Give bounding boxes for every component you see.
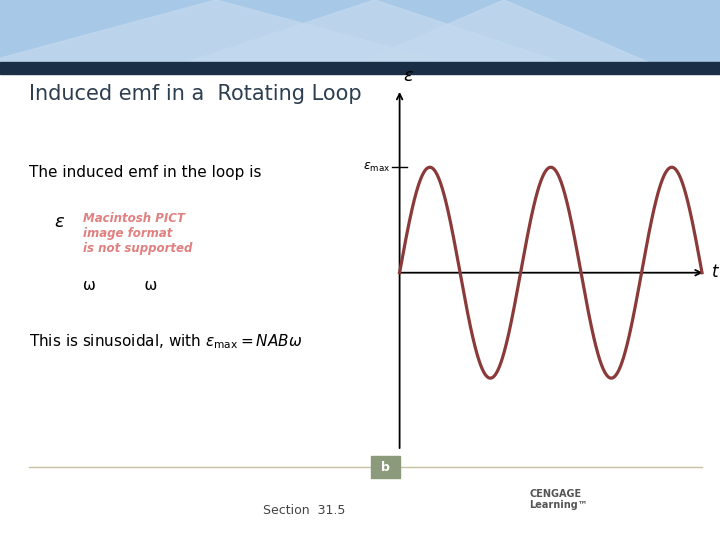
Text: This is sinusoidal, with $\varepsilon_{\mathrm{max}}$$ = NAB\omega$: This is sinusoidal, with $\varepsilon_{\…	[29, 332, 302, 351]
Text: Macintosh PICT
image format
is not supported: Macintosh PICT image format is not suppo…	[83, 212, 192, 255]
Text: $\varepsilon$: $\varepsilon$	[54, 213, 65, 231]
Text: The induced emf in the loop is: The induced emf in the loop is	[29, 165, 261, 180]
Bar	[0, 62, 720, 74]
Polygon shape	[360, 0, 648, 62]
Bar	[0, 0, 720, 62]
Text: b: b	[381, 461, 390, 474]
Bar	[371, 456, 400, 478]
Text: Section  31.5: Section 31.5	[263, 504, 345, 517]
Text: ω          ω: ω ω	[83, 278, 157, 293]
Text: $\varepsilon$: $\varepsilon$	[403, 68, 414, 85]
Text: $t$: $t$	[711, 262, 720, 281]
Text: Induced emf in a  Rotating Loop: Induced emf in a Rotating Loop	[29, 84, 361, 104]
Text: $\varepsilon_{\mathrm{max}}$: $\varepsilon_{\mathrm{max}}$	[364, 161, 391, 174]
Text: CENGAGE
Learning™: CENGAGE Learning™	[529, 489, 588, 510]
Polygon shape	[187, 0, 562, 62]
Polygon shape	[0, 0, 446, 62]
